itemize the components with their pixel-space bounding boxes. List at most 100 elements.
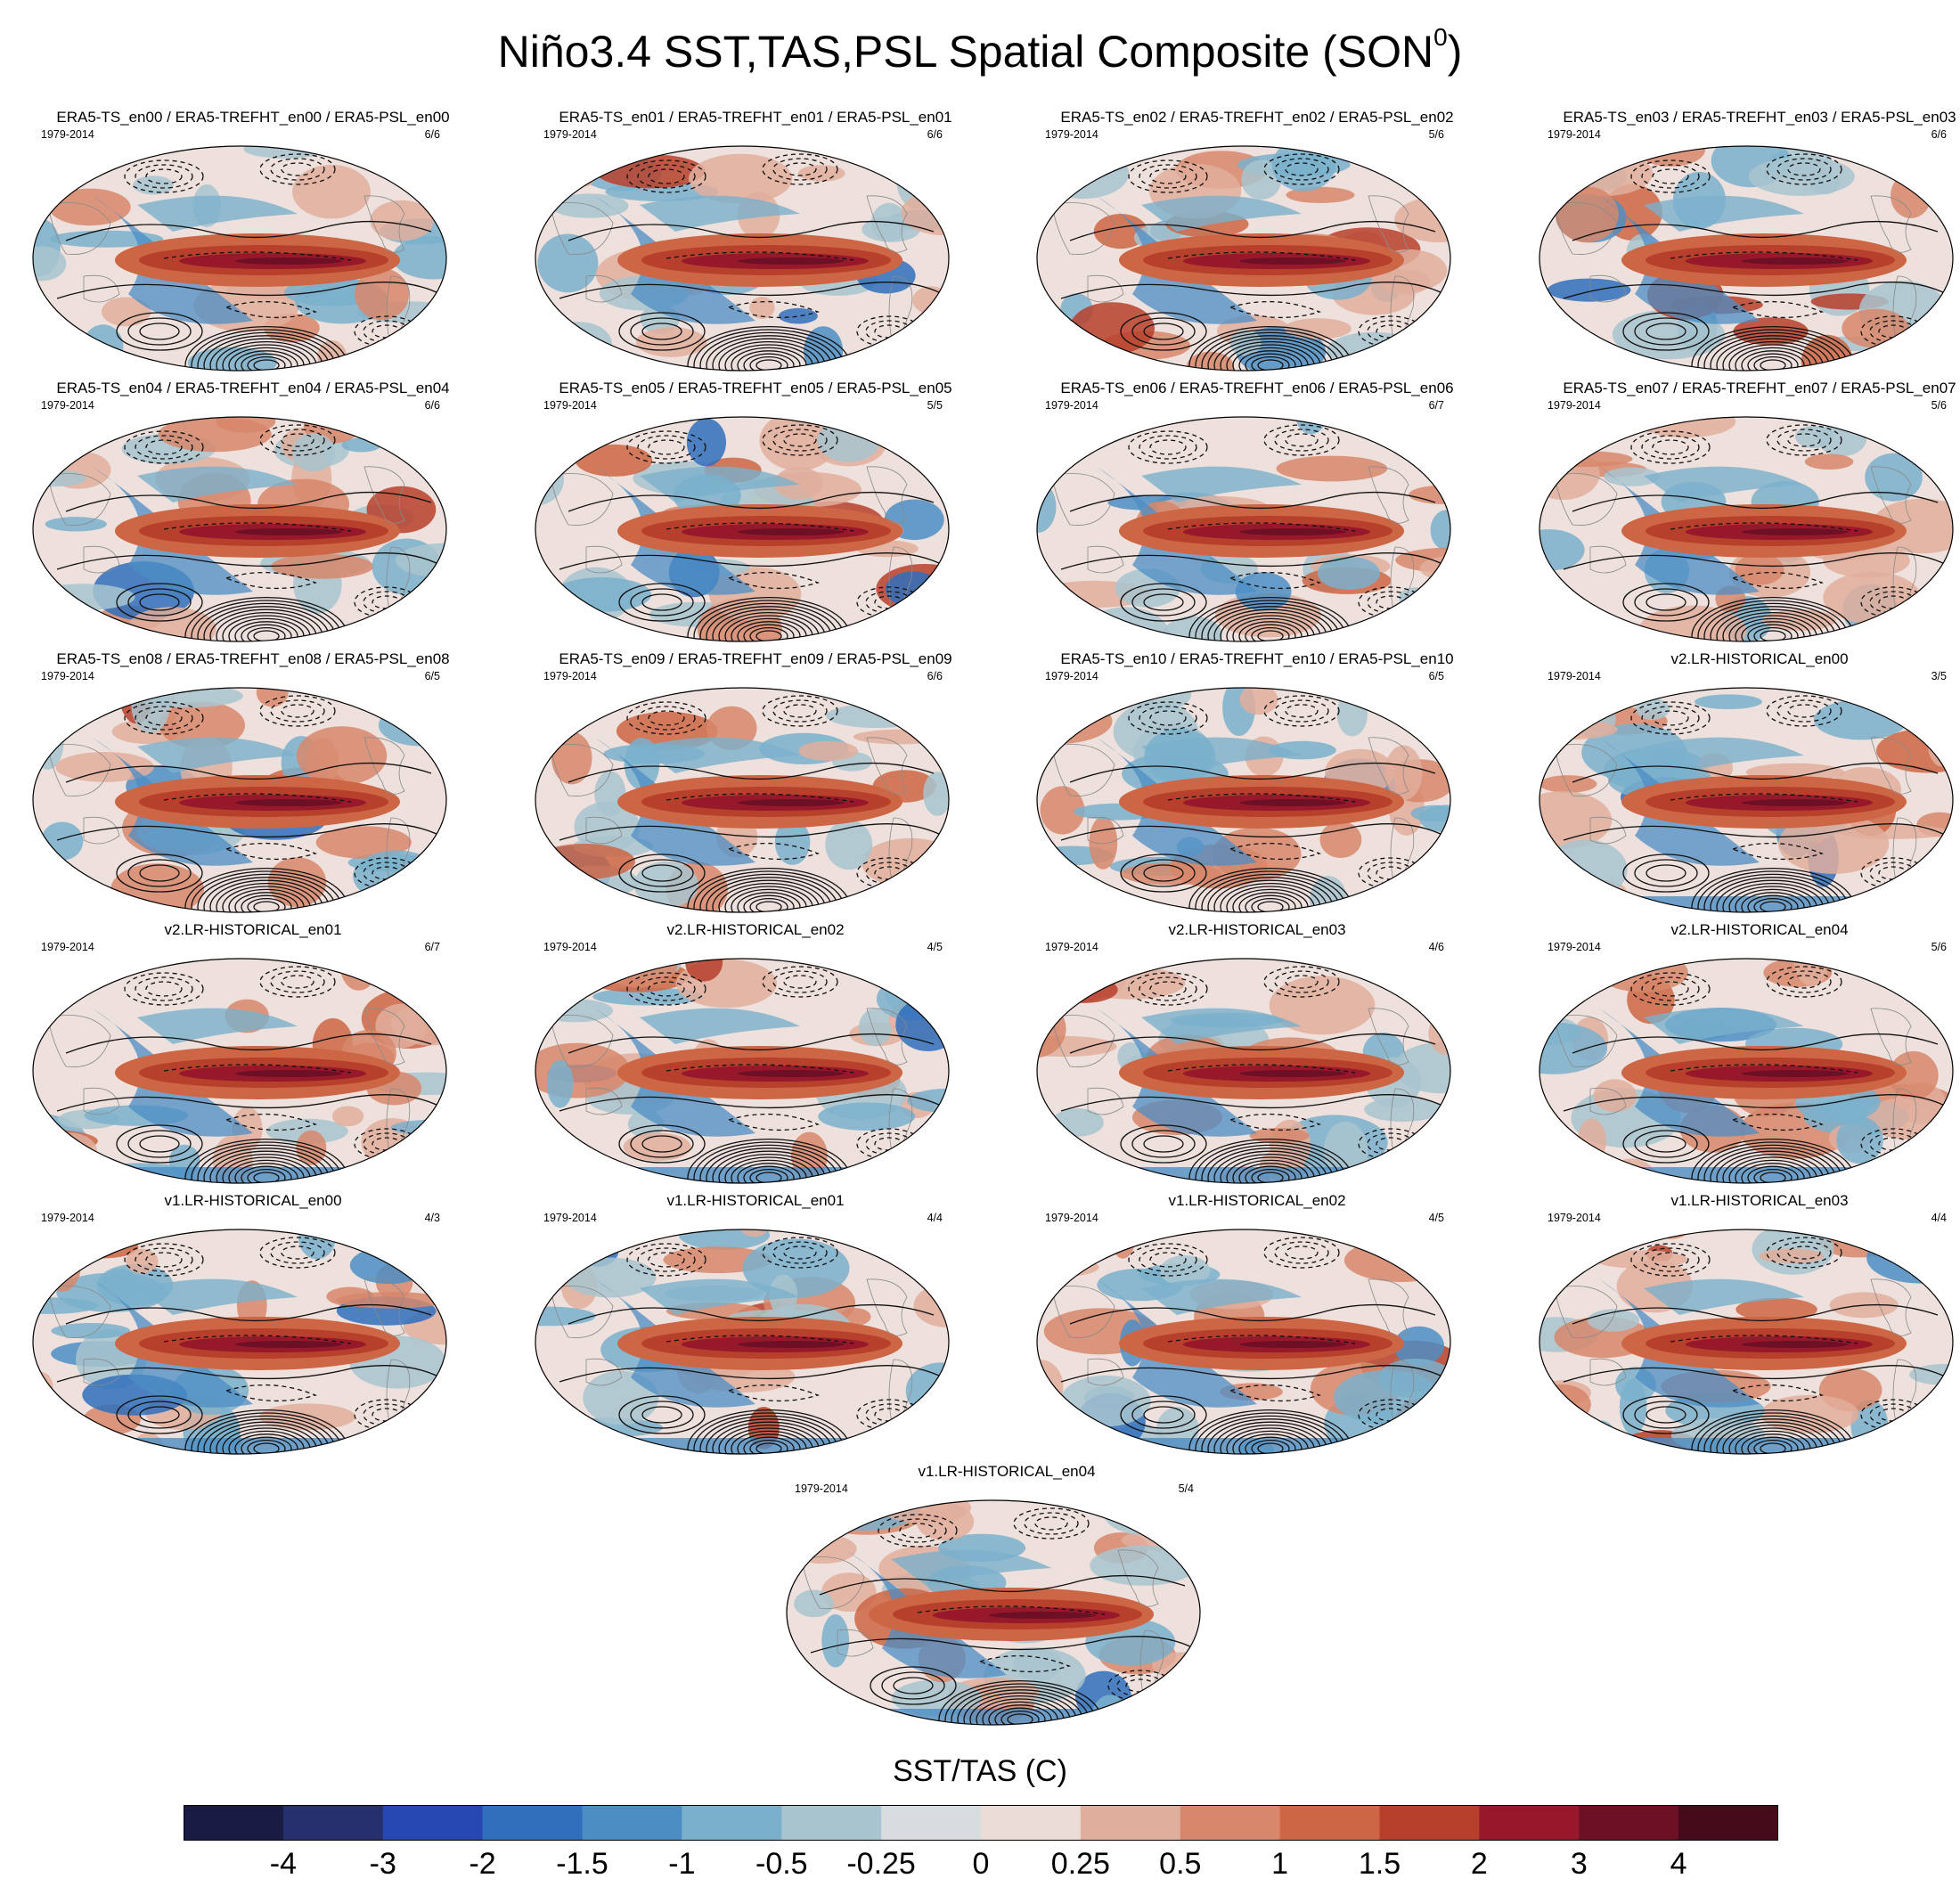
composite-map xyxy=(535,1229,950,1455)
panel-event-count: 6/6 xyxy=(424,128,440,141)
panel-event-count: 4/5 xyxy=(927,941,943,953)
map-panel: ERA5-TS_en03 / ERA5-TREFHT_en03 / ERA5-P… xyxy=(1519,109,1960,376)
map-panel: ERA5-TS_en02 / ERA5-TREFHT_en02 / ERA5-P… xyxy=(1017,109,1498,376)
colorbar-tick-label: 0.25 xyxy=(1050,1847,1110,1881)
composite-map xyxy=(32,958,447,1184)
colorbar-tick-label: 4 xyxy=(1670,1847,1687,1881)
panel-event-count: 5/4 xyxy=(1178,1482,1194,1495)
colorbar-tick-label: -2 xyxy=(469,1847,496,1881)
composite-map xyxy=(1036,145,1451,372)
composite-map xyxy=(1036,1229,1451,1455)
colorbar-segment xyxy=(682,1805,782,1841)
composite-map xyxy=(1036,958,1451,1184)
map-panel: ERA5-TS_en00 / ERA5-TREFHT_en00 / ERA5-P… xyxy=(12,109,494,376)
panel-event-count: 3/5 xyxy=(1931,670,1947,682)
colorbar-segment xyxy=(1279,1805,1381,1841)
panel-years: 1979-2014 xyxy=(1548,670,1601,682)
panel-event-count: 5/5 xyxy=(927,399,943,412)
colorbar-segment xyxy=(1579,1805,1679,1841)
panel-title: v1.LR-HISTORICAL_en00 xyxy=(164,1192,342,1209)
panel-years: 1979-2014 xyxy=(1548,128,1601,141)
figure-title-text: Niño3.4 SST,TAS,PSL Spatial Composite (S… xyxy=(497,27,1434,77)
panel-years: 1979-2014 xyxy=(1548,1212,1601,1224)
panel-event-count: 5/6 xyxy=(1428,128,1444,141)
panel-years: 1979-2014 xyxy=(41,1212,94,1224)
colorbar-segment xyxy=(184,1805,284,1841)
panel-title: ERA5-TS_en06 / ERA5-TREFHT_en06 / ERA5-P… xyxy=(1060,380,1454,396)
colorbar-segment xyxy=(1678,1805,1778,1841)
composite-map xyxy=(535,416,950,642)
panel-years: 1979-2014 xyxy=(1045,128,1098,141)
map-panel: v1.LR-HISTORICAL_en01 1979-2014 4/4 xyxy=(515,1192,996,1459)
panel-years: 1979-2014 xyxy=(1548,941,1601,953)
colorbar-tick-label: 1 xyxy=(1271,1847,1289,1881)
colorbar-segment xyxy=(1479,1805,1580,1841)
colorbar-segment xyxy=(1379,1805,1480,1841)
panel-title: ERA5-TS_en07 / ERA5-TREFHT_en07 / ERA5-P… xyxy=(1563,380,1956,396)
composite-map xyxy=(32,145,447,372)
composite-map xyxy=(1036,687,1451,913)
figure-title-close: ) xyxy=(1447,27,1463,77)
map-panel: ERA5-TS_en05 / ERA5-TREFHT_en05 / ERA5-P… xyxy=(515,380,996,647)
colorbar-segment xyxy=(482,1805,584,1841)
panel-event-count: 6/6 xyxy=(927,670,943,682)
colorbar-segment xyxy=(981,1805,1082,1841)
panel-event-count: 4/5 xyxy=(1428,1212,1444,1224)
map-panel: ERA5-TS_en08 / ERA5-TREFHT_en08 / ERA5-P… xyxy=(12,650,494,918)
panel-title: v1.LR-HISTORICAL_en03 xyxy=(1670,1192,1849,1209)
panel-years: 1979-2014 xyxy=(543,941,597,953)
panel-years: 1979-2014 xyxy=(41,670,94,682)
map-panel: ERA5-TS_en10 / ERA5-TREFHT_en10 / ERA5-P… xyxy=(1017,650,1498,918)
panel-title: v1.LR-HISTORICAL_en04 xyxy=(918,1463,1096,1480)
colorbar-tick-label: 3 xyxy=(1570,1847,1588,1881)
panel-title: ERA5-TS_en08 / ERA5-TREFHT_en08 / ERA5-P… xyxy=(56,650,450,667)
panel-years: 1979-2014 xyxy=(543,399,597,412)
panel-event-count: 5/6 xyxy=(1931,941,1947,953)
composite-map xyxy=(32,687,447,913)
colorbar-tick-label: 0 xyxy=(972,1847,990,1881)
map-panel: v2.LR-HISTORICAL_en03 1979-2014 4/6 xyxy=(1017,921,1498,1188)
panel-event-count: 6/6 xyxy=(1931,128,1947,141)
panel-years: 1979-2014 xyxy=(1548,399,1601,412)
composite-map xyxy=(1539,145,1954,372)
map-panel: v2.LR-HISTORICAL_en00 1979-2014 3/5 xyxy=(1519,650,1960,918)
panel-event-count: 4/3 xyxy=(424,1212,440,1224)
panel-years: 1979-2014 xyxy=(543,128,597,141)
panel-title: v1.LR-HISTORICAL_en01 xyxy=(666,1192,845,1209)
colorbar-tick-label: 2 xyxy=(1470,1847,1488,1881)
colorbar-segment xyxy=(382,1805,484,1841)
panel-title: v2.LR-HISTORICAL_en01 xyxy=(164,921,342,938)
map-panel: v1.LR-HISTORICAL_en03 1979-2014 4/4 xyxy=(1519,1192,1960,1459)
colorbar-tick-labels: -4 -3 -2 -1.5 -1 -0.5 -0.25 0 0.25 0.5 1 1.5 2 3 4 xyxy=(0,1846,1960,1885)
colorbar-segment xyxy=(282,1805,384,1841)
composite-map xyxy=(535,687,950,913)
figure-title: Niño3.4 SST,TAS,PSL Spatial Composite (S… xyxy=(0,25,1960,78)
composite-map xyxy=(535,958,950,1184)
composite-map xyxy=(1539,687,1954,913)
panel-years: 1979-2014 xyxy=(543,1212,597,1224)
panel-title: ERA5-TS_en02 / ERA5-TREFHT_en02 / ERA5-P… xyxy=(1060,109,1454,126)
panel-event-count: 4/6 xyxy=(1428,941,1444,953)
map-panel: ERA5-TS_en09 / ERA5-TREFHT_en09 / ERA5-P… xyxy=(515,650,996,918)
panel-years: 1979-2014 xyxy=(1045,399,1098,412)
colorbar-segment xyxy=(582,1805,682,1841)
panel-years: 1979-2014 xyxy=(795,1482,848,1495)
panel-title: v1.LR-HISTORICAL_en02 xyxy=(1168,1192,1346,1209)
panel-title: v2.LR-HISTORICAL_en03 xyxy=(1168,921,1346,938)
colorbar-tick-label: -1 xyxy=(668,1847,696,1881)
panel-title: ERA5-TS_en01 / ERA5-TREFHT_en01 / ERA5-P… xyxy=(559,109,952,126)
colorbar-tick-label: -3 xyxy=(369,1847,396,1881)
map-panel: v2.LR-HISTORICAL_en01 1979-2014 6/7 xyxy=(12,921,494,1188)
panel-event-count: 4/4 xyxy=(1931,1212,1947,1224)
panel-title: ERA5-TS_en05 / ERA5-TREFHT_en05 / ERA5-P… xyxy=(559,380,952,396)
composite-map xyxy=(1539,1229,1954,1455)
panel-event-count: 6/7 xyxy=(424,941,440,953)
colorbar-segment xyxy=(1180,1805,1281,1841)
colorbar-tick-label: -0.25 xyxy=(846,1847,916,1881)
composite-map xyxy=(1539,416,1954,642)
panel-years: 1979-2014 xyxy=(41,941,94,953)
panel-title: v2.LR-HISTORICAL_en04 xyxy=(1670,921,1849,938)
map-panel: ERA5-TS_en04 / ERA5-TREFHT_en04 / ERA5-P… xyxy=(12,380,494,647)
colorbar-tick-label: 1.5 xyxy=(1358,1847,1401,1881)
composite-map xyxy=(1539,958,1954,1184)
